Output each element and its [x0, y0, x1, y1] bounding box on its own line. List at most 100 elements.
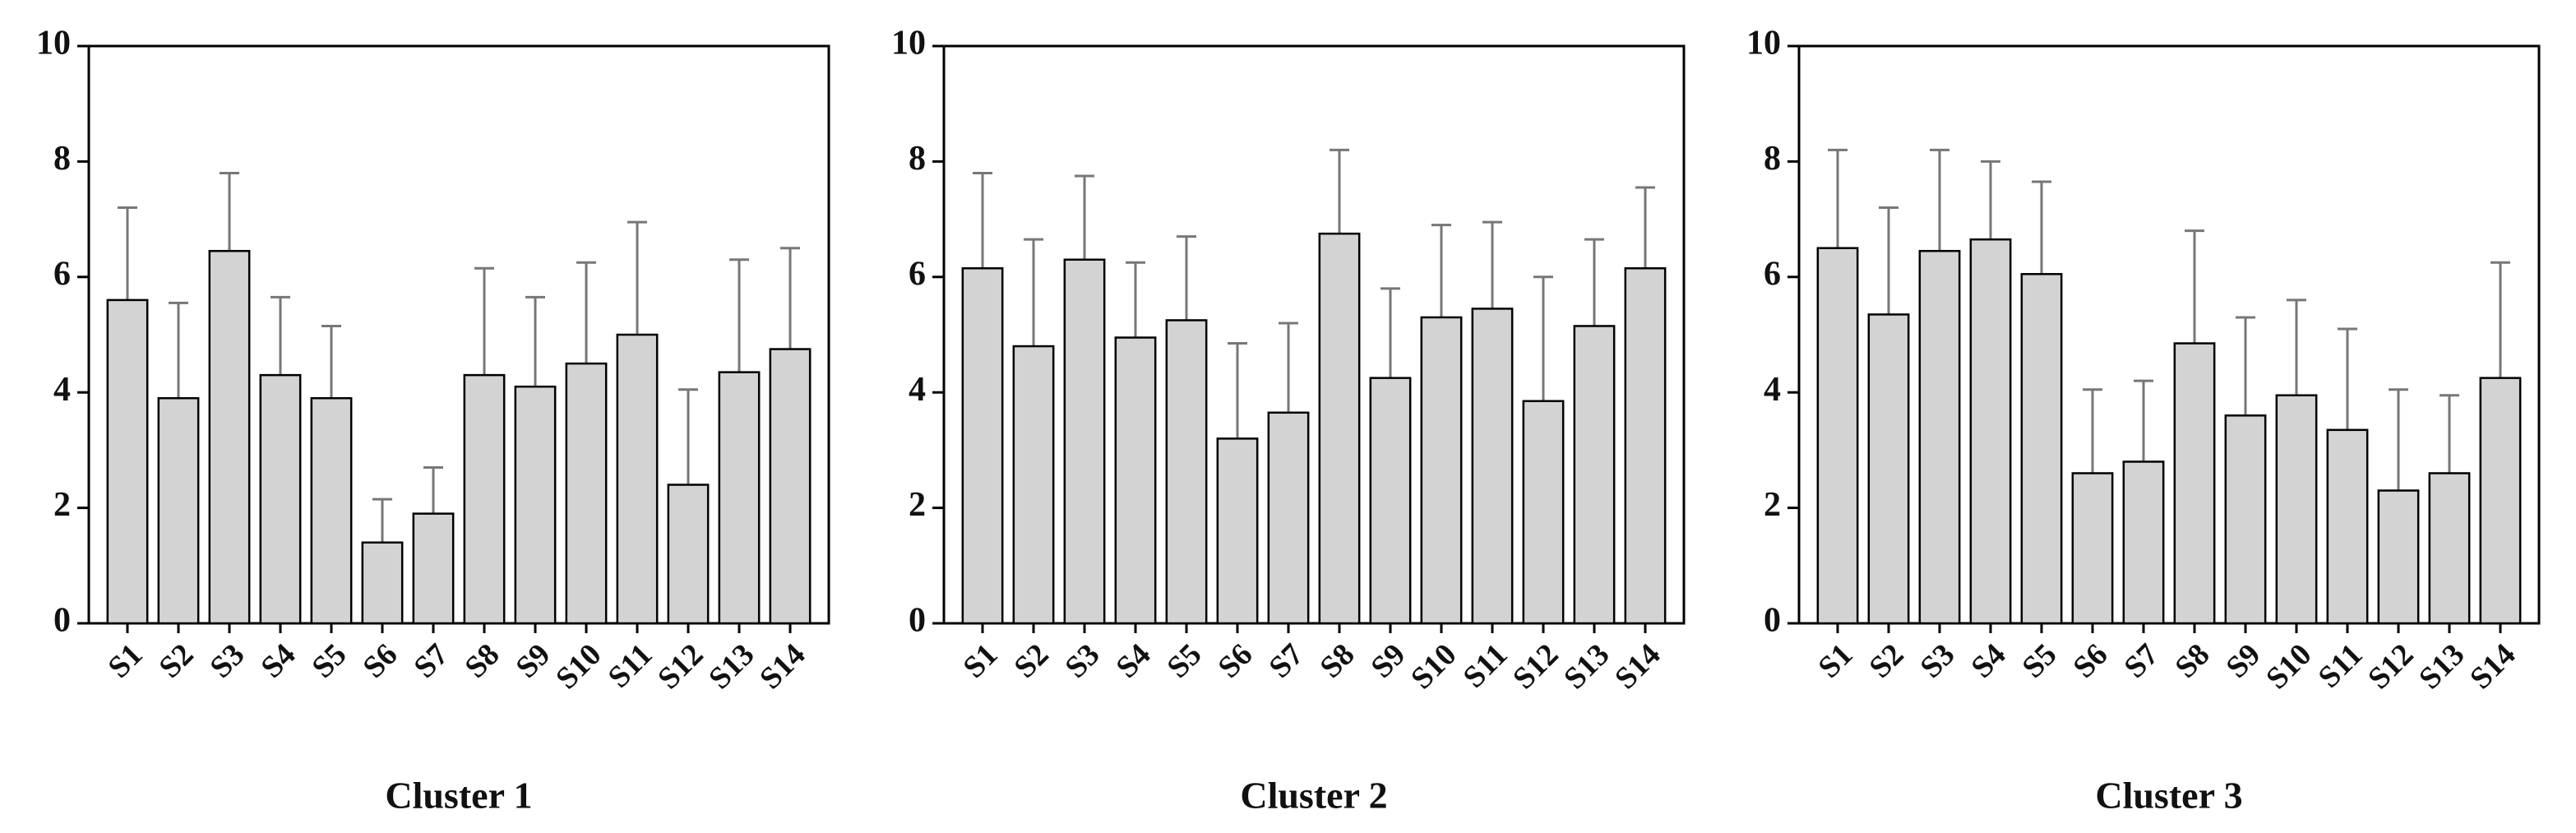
bar — [463, 373, 506, 625]
bar — [157, 396, 200, 625]
bar — [1522, 400, 1565, 625]
x-tick-label: S1 — [101, 637, 149, 685]
bar — [961, 267, 1004, 625]
y-tick-label: 0 — [53, 602, 71, 640]
bar — [1216, 437, 1259, 625]
x-tick-label: S7 — [1262, 637, 1310, 685]
y-tick-label: 8 — [1764, 140, 1781, 178]
bar — [2071, 472, 2114, 625]
x-tick-label: S9 — [2219, 637, 2267, 685]
bar — [361, 541, 404, 625]
y-tick-label: 0 — [1764, 602, 1781, 640]
x-tick-label: S4 — [1109, 637, 1157, 685]
x-tick-label: S14 — [753, 637, 812, 696]
x-tick-label: S12 — [1506, 637, 1565, 696]
bar — [1063, 258, 1106, 625]
bar — [310, 396, 353, 625]
x-tick-label: S11 — [2311, 637, 2369, 695]
x-tick-label: S4 — [254, 637, 302, 685]
x-tick-label: S9 — [509, 637, 557, 685]
x-tick-label: S5 — [305, 637, 353, 685]
x-tick-label: S6 — [2066, 637, 2114, 685]
bar — [208, 249, 251, 625]
bar — [106, 298, 149, 625]
bar — [2479, 377, 2522, 625]
x-tick-label: S11 — [1456, 637, 1514, 695]
x-tick-label: S14 — [2463, 637, 2523, 696]
x-tick-label: S12 — [651, 637, 710, 696]
y-tick-label: 10 — [1746, 25, 1781, 62]
bar — [1267, 411, 1310, 625]
x-tick-label: S12 — [2361, 637, 2421, 696]
x-tick-label: S13 — [702, 637, 761, 696]
bar — [2173, 342, 2216, 625]
bar — [412, 512, 455, 625]
x-tick-label: S6 — [356, 637, 404, 685]
chart-title: Cluster 3 — [2095, 775, 2242, 817]
bar — [616, 333, 659, 625]
bar — [1114, 336, 1157, 625]
x-tick-label: S10 — [2259, 637, 2319, 696]
x-tick-label: S3 — [1913, 637, 1961, 685]
x-tick-label: S8 — [1313, 637, 1361, 685]
x-tick-label: S2 — [1007, 637, 1055, 685]
x-tick-label: S2 — [1862, 637, 1910, 685]
x-tick-label: S13 — [2412, 637, 2472, 696]
y-tick-label: 4 — [1764, 371, 1781, 409]
chart-title: Cluster 1 — [385, 775, 532, 817]
x-tick-label: S3 — [203, 637, 251, 685]
x-tick-label: S10 — [549, 637, 608, 696]
y-tick-label: 6 — [909, 255, 926, 293]
bar — [514, 385, 557, 625]
y-tick-label: 8 — [53, 140, 71, 178]
bar — [2020, 273, 2063, 625]
x-tick-label: S3 — [1058, 637, 1106, 685]
y-tick-label: 4 — [909, 371, 926, 409]
x-tick-label: S4 — [1964, 637, 2012, 685]
bar — [718, 371, 761, 625]
bar — [1471, 308, 1514, 625]
bar — [2224, 414, 2267, 625]
bar — [1012, 345, 1055, 625]
bar — [1624, 267, 1667, 625]
y-tick-label: 6 — [53, 255, 71, 293]
x-tick-label: S7 — [2117, 637, 2165, 685]
x-tick-label: S13 — [1557, 637, 1616, 696]
bar — [1816, 247, 1859, 625]
y-tick-label: 10 — [891, 25, 926, 62]
bar — [667, 484, 710, 625]
x-tick-label: S8 — [458, 637, 506, 685]
x-tick-label: S1 — [956, 637, 1004, 685]
x-tick-label: S5 — [1160, 637, 1208, 685]
x-tick-label: S11 — [601, 637, 659, 695]
bar — [1420, 316, 1463, 625]
y-tick-label: 10 — [36, 25, 71, 62]
x-tick-label: S5 — [2015, 637, 2063, 685]
bar — [1369, 377, 1412, 625]
x-tick-label: S10 — [1404, 637, 1464, 696]
bar — [1318, 232, 1361, 625]
bar — [2122, 460, 2165, 625]
y-tick-label: 2 — [909, 486, 926, 524]
x-tick-label: S2 — [152, 637, 200, 685]
x-tick-label: S1 — [1811, 637, 1859, 685]
x-tick-label: S7 — [407, 637, 455, 685]
bar — [2428, 472, 2471, 625]
y-tick-label: 8 — [909, 140, 926, 178]
bar — [259, 373, 302, 625]
bar — [1867, 313, 1910, 625]
x-tick-label: S9 — [1364, 637, 1412, 685]
bar — [1969, 238, 2012, 625]
bar — [2275, 394, 2318, 625]
y-tick-label: 6 — [1764, 255, 1781, 293]
y-tick-label: 4 — [53, 371, 71, 409]
plot-frame — [942, 44, 1686, 625]
x-tick-label: S6 — [1211, 637, 1259, 685]
plot-frame — [1797, 44, 2541, 625]
bar — [769, 348, 812, 625]
plot-frame — [87, 44, 830, 625]
chart-title: Cluster 2 — [1240, 775, 1387, 817]
bar — [1918, 249, 1961, 625]
bar — [2377, 489, 2420, 625]
